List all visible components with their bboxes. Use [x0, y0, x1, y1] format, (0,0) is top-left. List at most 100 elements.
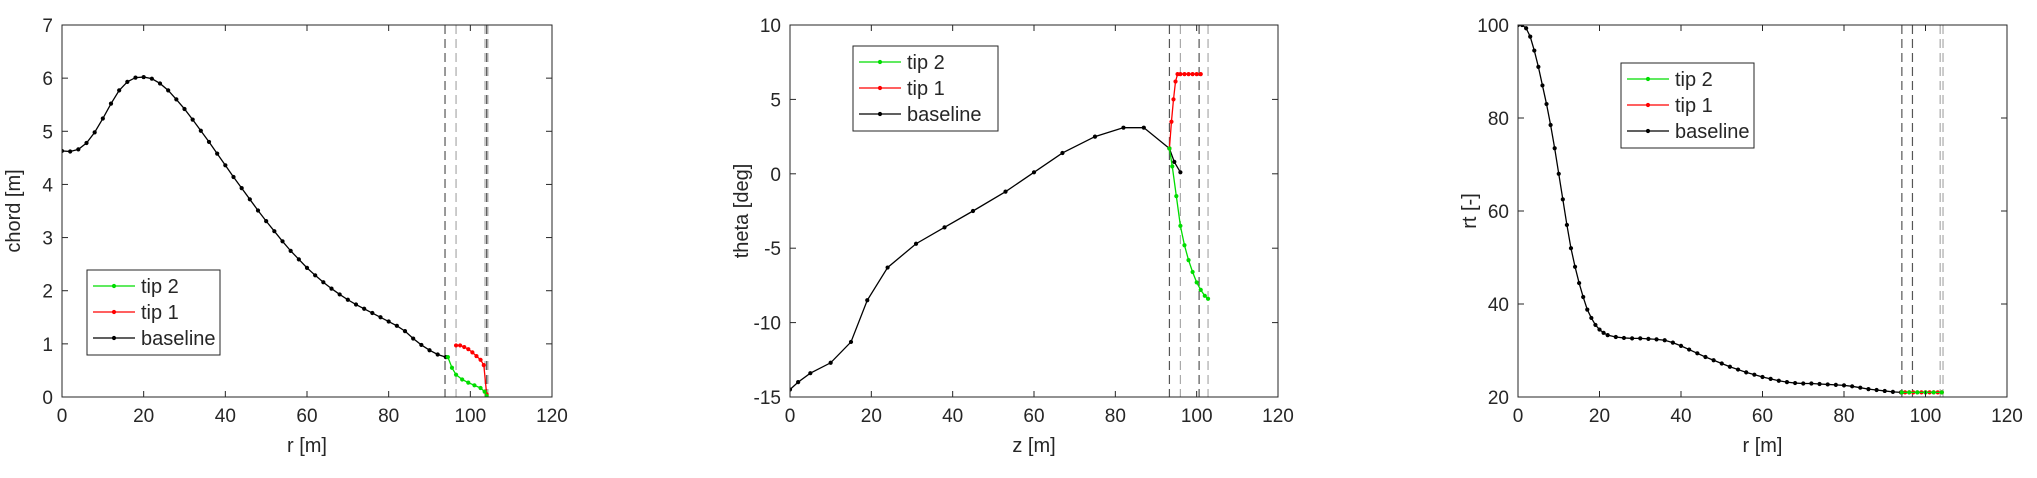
theta-series-tip-1-point — [1171, 97, 1176, 102]
chord-series-baseline-point — [84, 140, 89, 146]
rt-ytick-label: 20 — [1488, 388, 1509, 409]
rt-series-baseline-point — [1817, 381, 1822, 387]
theta-series-baseline-point — [1121, 125, 1126, 130]
rt-series-baseline-point — [1719, 361, 1724, 366]
chord-series-tip-1-point — [470, 350, 475, 355]
theta-series-tip-2-point — [1186, 258, 1191, 263]
rt-series-baseline-point — [1850, 384, 1855, 389]
chord-series-baseline-point — [337, 292, 342, 297]
chord-series-baseline-point — [280, 239, 285, 244]
chord-series-baseline-point — [345, 297, 350, 302]
theta-legend-label-tip-2: tip 2 — [907, 52, 945, 74]
theta-series-baseline-point — [1031, 170, 1037, 175]
chord-legend-label-baseline: baseline — [141, 328, 216, 350]
rt-xlabel: r [m] — [1743, 435, 1783, 457]
theta-series-tip-2-point — [1170, 164, 1175, 169]
rt-series-baseline-point — [1560, 197, 1565, 202]
chord-series-baseline-point — [182, 106, 187, 112]
theta-legend-label-baseline: baseline — [907, 104, 982, 126]
theta-ytick-label: -15 — [754, 388, 781, 409]
theta-series-baseline-point — [1092, 134, 1098, 139]
chord-series-baseline-point — [435, 352, 440, 357]
chord-series-baseline-point — [76, 147, 81, 152]
theta-legend-marker-baseline — [877, 111, 883, 117]
chord-series-tip-2-point — [460, 377, 465, 382]
rt-series-baseline-point — [1524, 26, 1529, 31]
rt-legend-label-baseline: baseline — [1675, 121, 1750, 143]
chord-series-tip-1-point — [481, 363, 486, 368]
chord-xtick-label: 100 — [454, 406, 486, 427]
rt-legend-marker-tip-1 — [1645, 102, 1651, 108]
chord-ytick-label: 0 — [42, 388, 53, 409]
chord-series-tip-1-point — [462, 344, 467, 350]
chord-series-baseline-point — [296, 257, 301, 262]
theta-ytick-label: 0 — [770, 165, 781, 186]
chord-series-tip-2-point — [466, 380, 471, 385]
rt-series-baseline-point — [1776, 378, 1781, 383]
theta-ytick-label: 10 — [760, 16, 781, 37]
theta-series-baseline-point — [1141, 125, 1146, 130]
theta-series-baseline-point — [913, 241, 919, 246]
chord-series-baseline-point — [313, 273, 318, 278]
chord-series-tip-2-point — [482, 389, 487, 394]
chord-ytick-label: 4 — [42, 175, 53, 196]
rt-series-tip-2-point — [1939, 390, 1944, 395]
theta-series-tip-2-point — [1198, 287, 1203, 292]
chord-series-baseline-point — [166, 88, 171, 93]
rt-series-baseline-point — [1760, 374, 1765, 380]
rt-ytick-label: 40 — [1488, 295, 1509, 316]
rt-axes-area — [1518, 25, 2007, 397]
theta-plot: 0 20 40 60 80 100 120 -15 -10 -5 0 5 10 z [m] theta [d… — [731, 16, 1294, 457]
chord-series-baseline-point — [206, 139, 212, 145]
rt-series-baseline-point — [1793, 380, 1798, 386]
rt-series-baseline-point — [1646, 336, 1651, 341]
chord-series-baseline-point — [272, 229, 277, 234]
theta-series-baseline-point — [848, 339, 854, 345]
theta-xtick-label: 80 — [1105, 406, 1126, 427]
theta-xtick-label: 0 — [785, 406, 796, 427]
chord-series-baseline-point — [402, 329, 408, 334]
chord-ytick-label: 3 — [42, 229, 53, 250]
theta-series-tip-1-point — [1182, 72, 1187, 77]
theta-ytick-label: 5 — [770, 90, 781, 111]
chord-series-baseline-point — [386, 319, 391, 324]
theta-series-baseline-point — [808, 371, 813, 376]
rt-xtick-label: 40 — [1670, 406, 1691, 427]
theta-series-tip-2-point — [1174, 194, 1179, 199]
theta-series-tip-2-point — [1178, 223, 1183, 228]
rt-series-baseline-point — [1727, 364, 1732, 369]
chord-series-baseline-point — [174, 97, 179, 102]
theta-series-tip-2-point — [1205, 296, 1211, 301]
chord-xtick-label: 80 — [378, 406, 399, 427]
rt-series-baseline-point — [1678, 343, 1684, 348]
rt-series-baseline-point — [1593, 322, 1598, 328]
theta-series-tip-2-point — [1182, 243, 1187, 248]
rt-series-baseline-point — [1866, 386, 1871, 392]
chord-ytick-label: 6 — [42, 69, 53, 90]
theta-series-tip-1-point — [1194, 72, 1199, 77]
chord-series-baseline-point — [411, 336, 416, 341]
rt-xtick-label: 100 — [1910, 406, 1942, 427]
chord-ylabel: chord [m] — [3, 169, 25, 252]
theta-series-baseline-point — [796, 380, 801, 385]
chord-series-baseline-point — [394, 323, 399, 328]
rt-xtick-label: 60 — [1752, 406, 1773, 427]
chord-series-tip-1-point — [466, 347, 471, 352]
rt-series-baseline-point — [1858, 385, 1863, 390]
theta-series-tip-1-point — [1190, 72, 1195, 77]
rt-series-baseline-point — [1613, 334, 1618, 340]
theta-series-baseline-point — [1172, 159, 1177, 164]
theta-series-tip-2-point — [1190, 269, 1195, 275]
chord-series-baseline-point — [231, 174, 236, 180]
theta-ytick-label: -10 — [754, 314, 781, 335]
rt-series-baseline-point — [1568, 246, 1574, 251]
chord-ytick-label: 2 — [42, 282, 53, 303]
rt-series-baseline-point — [1577, 280, 1582, 286]
chord-series-baseline-point — [92, 130, 97, 135]
rt-series-baseline-point — [1841, 383, 1847, 388]
rt-series-baseline-point — [1735, 367, 1741, 372]
chord-ytick-label: 7 — [42, 16, 53, 37]
rt-series-baseline-point — [1556, 171, 1561, 176]
theta-series-baseline-point — [1003, 189, 1008, 194]
